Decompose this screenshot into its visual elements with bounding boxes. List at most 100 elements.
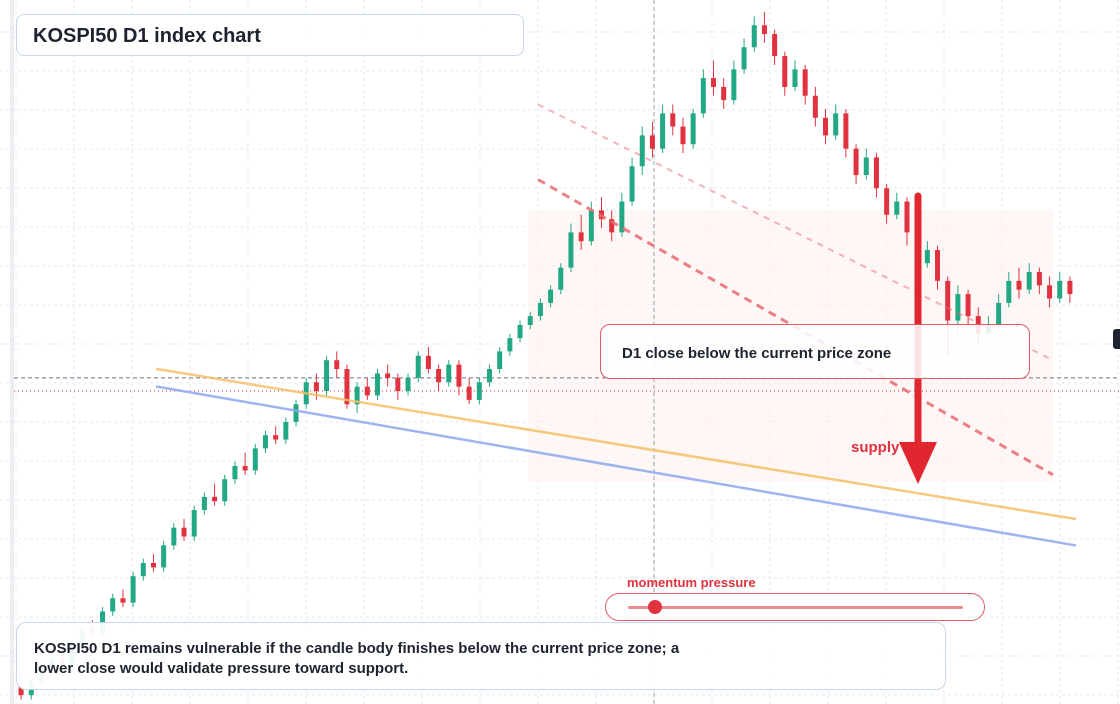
candle-body [1057,280,1063,299]
candle-body [609,219,615,233]
candle-body [517,324,523,339]
candle-body [497,351,503,370]
candle-body [110,598,116,612]
candle-body [527,316,533,325]
candle-body [324,360,330,392]
candle-body [212,496,218,502]
candle-body [690,113,696,145]
candle-body [945,280,951,321]
candle-body [344,369,350,405]
candle-body [823,117,829,136]
candle-body [313,382,319,392]
candle-body [894,201,900,215]
candle-body [812,95,818,118]
candle-body [1016,280,1022,290]
candle-body [833,113,839,136]
candle-body [649,135,655,149]
candle-body [670,113,676,127]
candle-body [191,510,197,537]
candle-body [558,267,564,290]
candle-body [924,250,930,264]
momentum-slider[interactable] [605,593,985,621]
candle-body [548,289,554,303]
candle-body [140,562,146,577]
candle-body [731,69,737,101]
candle-body [171,527,177,546]
candle-body [761,25,767,35]
candle-body [446,364,452,383]
candle-body [884,188,890,215]
candle-body [1026,272,1032,290]
momentum-knob[interactable] [647,600,662,614]
candle-body [853,148,859,176]
candle-body [700,78,706,114]
candle-body [201,496,207,511]
momentum-track-line [628,606,963,609]
left-axis-edge [10,0,14,704]
candle-body [507,338,513,352]
candle-body [130,576,136,603]
candle-body [150,562,156,568]
candle-body [456,364,462,387]
candle-body [639,135,645,167]
candle-body [374,373,380,396]
candle-body [222,479,228,502]
price-zone-callout: D1 close below the current price zone [600,324,1030,379]
candle-body [904,201,910,233]
candle-body [425,355,431,370]
chart-title: KOSPI50 D1 index chart [33,25,261,47]
candle-body [476,382,482,400]
candle-body [1067,280,1073,295]
candle-body [120,598,126,603]
candle-body [385,373,391,378]
candle-body [537,302,543,317]
candle-body [242,465,248,471]
candle-body [711,78,717,87]
moving-average-fast [155,367,1077,521]
candle-body [415,355,421,378]
candle-body [863,157,869,176]
candle-body [680,126,686,145]
candle-body [873,157,879,189]
supply-label: supply [851,439,900,456]
candle-body [293,404,299,422]
supply-arrow-head [899,442,937,484]
candle-body [1036,272,1042,286]
candle-body [181,527,187,537]
candle-body [751,25,757,48]
chart-title-box: KOSPI50 D1 index chart [16,14,524,56]
candle-body [588,210,594,242]
candle-body [965,294,971,317]
candle-body [935,250,941,281]
candle-body [721,86,727,101]
candle-body [629,166,635,202]
callout-text: D1 close below the current price zone [622,345,892,362]
candle-body [1047,285,1053,299]
candle-body [619,201,625,233]
candle-body [252,448,258,471]
momentum-label: momentum pressure [627,575,756,590]
candle-body [486,369,492,383]
candle-body [741,47,747,70]
current-price-marker [1113,329,1120,349]
candle-body [232,465,238,480]
candle-body [782,56,788,87]
analysis-note-box: KOSPI50 D1 remains vulnerable if the can… [16,622,946,690]
candle-body [792,69,798,87]
candle-body [1006,280,1012,303]
moving-average-slow [155,385,1077,547]
candle-body [466,386,472,400]
candle-body [436,369,442,383]
candle-body [802,69,808,96]
candle-body [578,232,584,242]
candle-body [405,377,411,392]
candle-body [283,421,289,440]
candle-body [364,386,370,396]
candle-body [161,545,167,568]
candle-body [955,294,961,321]
candle-body [273,435,279,440]
candle-body [772,34,778,57]
candle-body [18,686,24,696]
candle-body [354,386,360,405]
candle-body [262,435,268,449]
